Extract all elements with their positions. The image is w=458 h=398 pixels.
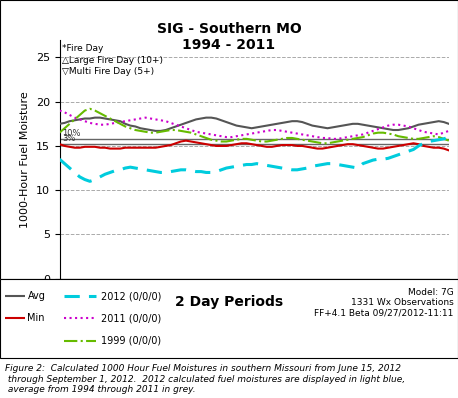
Text: 3%: 3% xyxy=(62,134,76,143)
FancyBboxPatch shape xyxy=(0,279,458,358)
Text: *Fire Day: *Fire Day xyxy=(62,44,104,53)
Y-axis label: 1000-Hour Fuel Moisture: 1000-Hour Fuel Moisture xyxy=(20,91,30,228)
Text: Model: 7G
1331 Wx Observations
FF+4.1 Beta 09/27/2012-11:11: Model: 7G 1331 Wx Observations FF+4.1 Be… xyxy=(314,288,453,317)
Text: Figure 2:  Calculated 1000 Hour Fuel Moistures in southern Missouri from June 15: Figure 2: Calculated 1000 Hour Fuel Mois… xyxy=(5,364,405,394)
Text: SIG - Southern MO
1994 - 2011: SIG - Southern MO 1994 - 2011 xyxy=(157,22,301,52)
Text: △Large Fire Day (10+): △Large Fire Day (10+) xyxy=(62,56,163,65)
Text: 2 Day Periods: 2 Day Periods xyxy=(175,295,283,310)
Text: 2012 (0/0/0): 2012 (0/0/0) xyxy=(101,291,161,301)
Text: ▽Multi Fire Day (5+): ▽Multi Fire Day (5+) xyxy=(62,67,154,76)
Text: Avg: Avg xyxy=(27,291,45,301)
Text: Min: Min xyxy=(27,313,45,324)
Text: 10%: 10% xyxy=(62,129,81,138)
Text: 1999 (0/0/0): 1999 (0/0/0) xyxy=(101,336,161,346)
Text: 2011 (0/0/0): 2011 (0/0/0) xyxy=(101,313,161,324)
